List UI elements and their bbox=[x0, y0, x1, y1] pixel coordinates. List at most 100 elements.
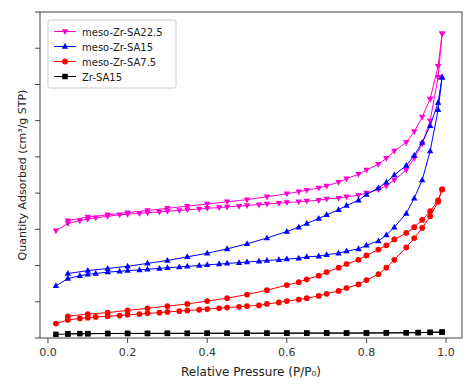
point bbox=[296, 224, 302, 230]
point bbox=[156, 265, 162, 271]
point bbox=[165, 309, 171, 315]
point bbox=[411, 224, 417, 230]
point bbox=[343, 248, 349, 254]
point bbox=[224, 205, 230, 211]
point bbox=[124, 210, 130, 216]
legend: meso-Zr-SA22.5meso-Zr-SA15meso-Zr-SA7.5Z… bbox=[48, 20, 176, 88]
point bbox=[304, 295, 310, 301]
point bbox=[93, 314, 99, 320]
point bbox=[315, 186, 321, 192]
point bbox=[411, 129, 417, 135]
point bbox=[403, 245, 409, 251]
point bbox=[256, 303, 262, 309]
point bbox=[439, 187, 445, 193]
point bbox=[105, 331, 110, 336]
point bbox=[77, 316, 83, 322]
point bbox=[304, 330, 309, 335]
point bbox=[427, 213, 433, 219]
point bbox=[204, 202, 210, 208]
point bbox=[411, 195, 417, 201]
point bbox=[344, 285, 350, 291]
point bbox=[439, 74, 445, 80]
y-tick bbox=[35, 338, 40, 339]
legend-marker bbox=[62, 74, 67, 79]
point bbox=[435, 197, 441, 203]
point bbox=[224, 295, 230, 301]
point bbox=[427, 97, 433, 103]
plot-area bbox=[53, 31, 446, 337]
point bbox=[344, 330, 349, 335]
point bbox=[224, 200, 230, 206]
legend-label: meso-Zr-SA22.5 bbox=[82, 27, 163, 38]
point bbox=[284, 330, 289, 335]
point bbox=[419, 225, 425, 231]
series-line bbox=[56, 189, 442, 323]
point bbox=[53, 229, 59, 235]
point bbox=[383, 179, 389, 185]
point bbox=[403, 168, 409, 174]
point bbox=[164, 257, 170, 263]
point bbox=[403, 162, 409, 168]
point bbox=[65, 331, 70, 336]
point bbox=[304, 188, 310, 194]
y-tick bbox=[35, 265, 40, 266]
point bbox=[204, 306, 210, 312]
point bbox=[224, 331, 229, 336]
point bbox=[411, 152, 417, 158]
x-tick-label: 0.2 bbox=[119, 346, 137, 359]
point bbox=[144, 208, 150, 214]
x-tick bbox=[286, 338, 287, 343]
point bbox=[184, 204, 190, 210]
legend-marker bbox=[62, 29, 68, 35]
point bbox=[284, 200, 290, 206]
x-tick bbox=[446, 338, 447, 343]
point bbox=[335, 250, 341, 256]
point bbox=[196, 207, 202, 213]
point bbox=[427, 148, 433, 154]
point bbox=[296, 297, 302, 303]
point bbox=[244, 197, 250, 203]
point bbox=[236, 304, 242, 310]
point bbox=[65, 313, 71, 319]
point bbox=[216, 305, 222, 311]
point bbox=[164, 264, 170, 270]
point bbox=[343, 194, 349, 200]
point bbox=[117, 313, 123, 319]
point bbox=[65, 331, 70, 336]
point bbox=[145, 310, 151, 316]
point bbox=[216, 261, 222, 267]
point bbox=[419, 217, 425, 223]
y-tick bbox=[35, 301, 40, 302]
point bbox=[165, 331, 170, 336]
point bbox=[144, 260, 150, 266]
y-tick bbox=[35, 229, 40, 230]
point bbox=[427, 208, 433, 214]
point bbox=[439, 329, 444, 334]
point bbox=[391, 237, 397, 243]
point bbox=[355, 172, 361, 178]
point bbox=[116, 268, 122, 274]
legend-label: meso-Zr-SA7.5 bbox=[82, 57, 156, 68]
point bbox=[53, 321, 59, 327]
point bbox=[276, 256, 282, 262]
point bbox=[439, 74, 445, 80]
point bbox=[104, 265, 110, 271]
x-tick-label: 0.8 bbox=[358, 346, 376, 359]
point bbox=[276, 300, 282, 306]
point bbox=[284, 330, 289, 335]
point bbox=[165, 303, 171, 309]
point bbox=[176, 308, 182, 314]
point bbox=[364, 277, 370, 283]
point bbox=[264, 194, 270, 200]
point bbox=[204, 298, 210, 304]
point bbox=[391, 224, 397, 230]
point bbox=[355, 245, 361, 251]
point bbox=[244, 330, 249, 335]
point bbox=[85, 215, 91, 221]
point bbox=[376, 271, 382, 277]
point bbox=[296, 189, 302, 195]
x-tick bbox=[127, 338, 128, 343]
point bbox=[375, 162, 381, 168]
point bbox=[364, 253, 370, 259]
point bbox=[145, 305, 151, 311]
